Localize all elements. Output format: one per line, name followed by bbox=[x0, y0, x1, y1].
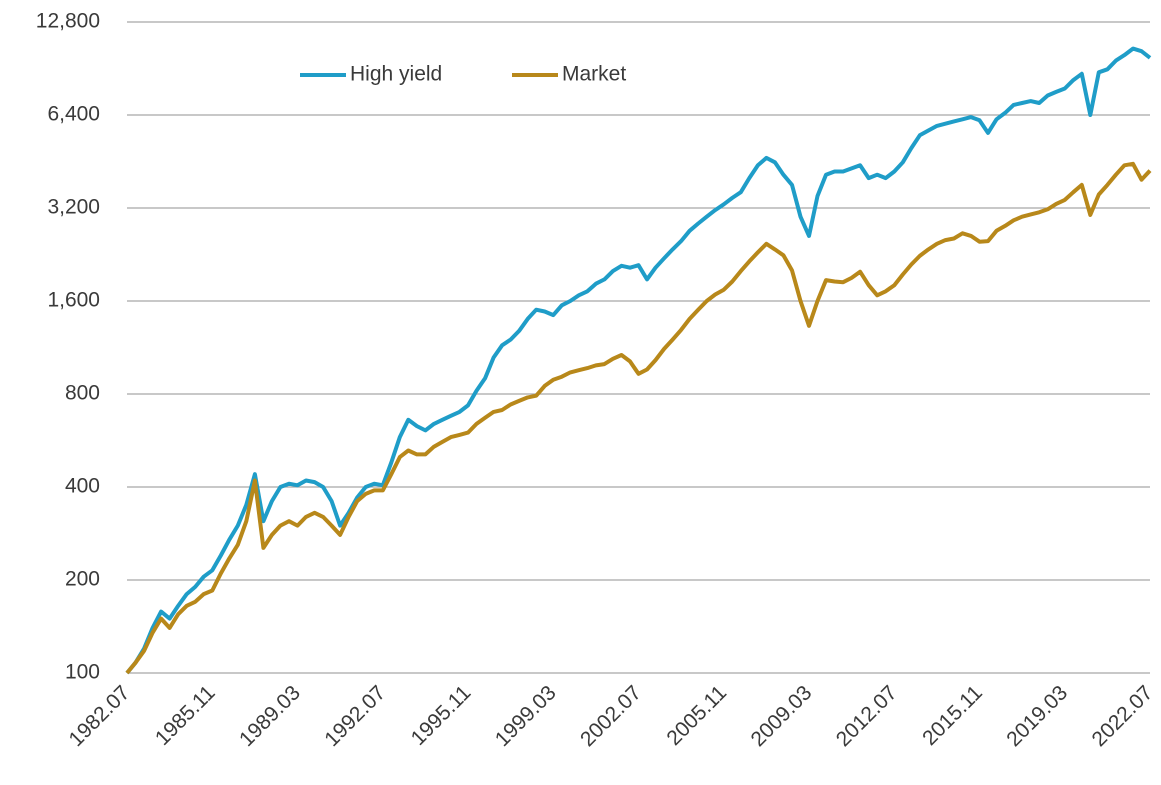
x-tick-label: 1985.11 bbox=[151, 681, 220, 750]
line-series bbox=[125, 161, 1152, 675]
x-tick-label: 1982.07 bbox=[65, 681, 135, 751]
legend-label: Market bbox=[562, 63, 626, 86]
y-tick-label: 400 bbox=[65, 475, 100, 498]
x-tick-label: 2015.11 bbox=[918, 681, 987, 750]
x-tick-label: 1999.03 bbox=[491, 681, 561, 751]
y-tick-label: 100 bbox=[65, 661, 100, 684]
x-tick-label: 2012.07 bbox=[832, 681, 902, 751]
x-tick-label: 1995.11 bbox=[407, 681, 476, 750]
x-tick-label: 2002.07 bbox=[576, 681, 646, 751]
y-tick-label: 800 bbox=[65, 382, 100, 405]
x-tick-label: 2009.03 bbox=[747, 681, 817, 751]
legend-label: High yield bbox=[350, 63, 442, 86]
x-tick-label: 2005.11 bbox=[662, 681, 731, 750]
x-tick-label: 1992.07 bbox=[320, 681, 390, 751]
y-tick-label: 6,400 bbox=[47, 103, 100, 126]
y-tick-label: 200 bbox=[65, 568, 100, 591]
y-tick-label: 1,600 bbox=[47, 289, 100, 312]
x-tick-label: 2019.03 bbox=[1002, 681, 1072, 751]
y-tick-label: 12,800 bbox=[36, 10, 100, 33]
line-series bbox=[125, 46, 1152, 675]
x-tick-label: 2022.07 bbox=[1088, 681, 1158, 751]
x-tick-label: 1989.03 bbox=[235, 681, 305, 751]
y-tick-label: 3,200 bbox=[47, 196, 100, 219]
